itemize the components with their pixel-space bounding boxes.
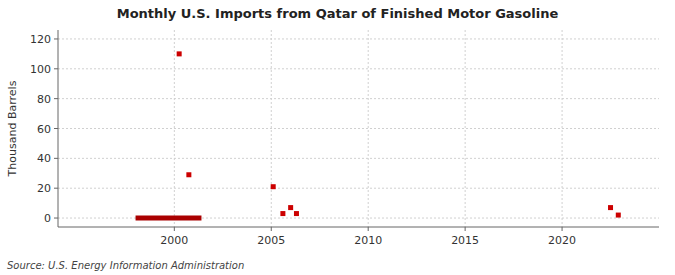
y-grid-line [58,128,659,129]
x-tick [271,227,272,231]
scatter-point [294,211,299,216]
x-tick-label: 2015 [451,234,479,247]
y-tick-label: 60 [37,123,51,136]
x-tick-label: 2000 [160,234,188,247]
scatter-point [271,184,276,189]
y-grid-line [58,98,659,99]
x-tick [174,227,175,231]
chart-container: 0 20 40 60 80 100 120 2000 2005 2010 2015 2020 Month… [0,0,675,275]
y-axis-line [58,30,59,227]
chart-title: Monthly U.S. Imports from Qatar of Finis… [117,6,559,21]
x-tick-label: 2020 [548,234,576,247]
y-grid-line [58,218,659,219]
y-tick [54,218,58,219]
plot-data [136,51,621,218]
x-grid-line [465,30,466,227]
x-tick-label: 2005 [257,234,285,247]
y-grid-line [58,38,659,39]
x-tick [562,227,563,231]
scatter-point [177,51,182,56]
chart-svg: 0 20 40 60 80 100 120 2000 2005 2010 2015 2020 Month… [0,0,675,275]
y-tick-label: 20 [37,182,51,195]
x-grid-line [562,30,563,227]
y-tick [54,128,58,129]
source-annotation: Source: U.S. Energy Information Administ… [7,260,244,271]
y-tick-label: 120 [30,33,51,46]
y-tick [54,98,58,99]
y-grid-line [58,68,659,69]
x-axis-line [58,227,659,228]
y-grid-line [58,188,659,189]
x-tick [368,227,369,231]
y-axis-label: Thousand Barrels [6,80,19,177]
scatter-point [288,205,293,210]
scatter-point [608,205,613,210]
x-grid-line [271,30,272,227]
y-tick [54,188,58,189]
x-tick-label: 2010 [354,234,382,247]
y-tick [54,68,58,69]
line-segment [136,216,202,221]
y-tick [54,158,58,159]
axes: 0 20 40 60 80 100 120 2000 2005 2010 2015 2020 [30,30,659,247]
grid [58,30,659,227]
x-grid-line [174,30,175,227]
y-tick-label: 100 [30,63,51,76]
x-tick [465,227,466,231]
y-tick-label: 80 [37,93,51,106]
y-tick-label: 40 [37,152,51,165]
y-grid-line [58,158,659,159]
scatter-point [280,211,285,216]
y-tick [54,38,58,39]
y-tick-label: 0 [44,212,51,225]
scatter-point [186,172,191,177]
scatter-point [616,213,621,218]
x-grid-line [368,30,369,227]
